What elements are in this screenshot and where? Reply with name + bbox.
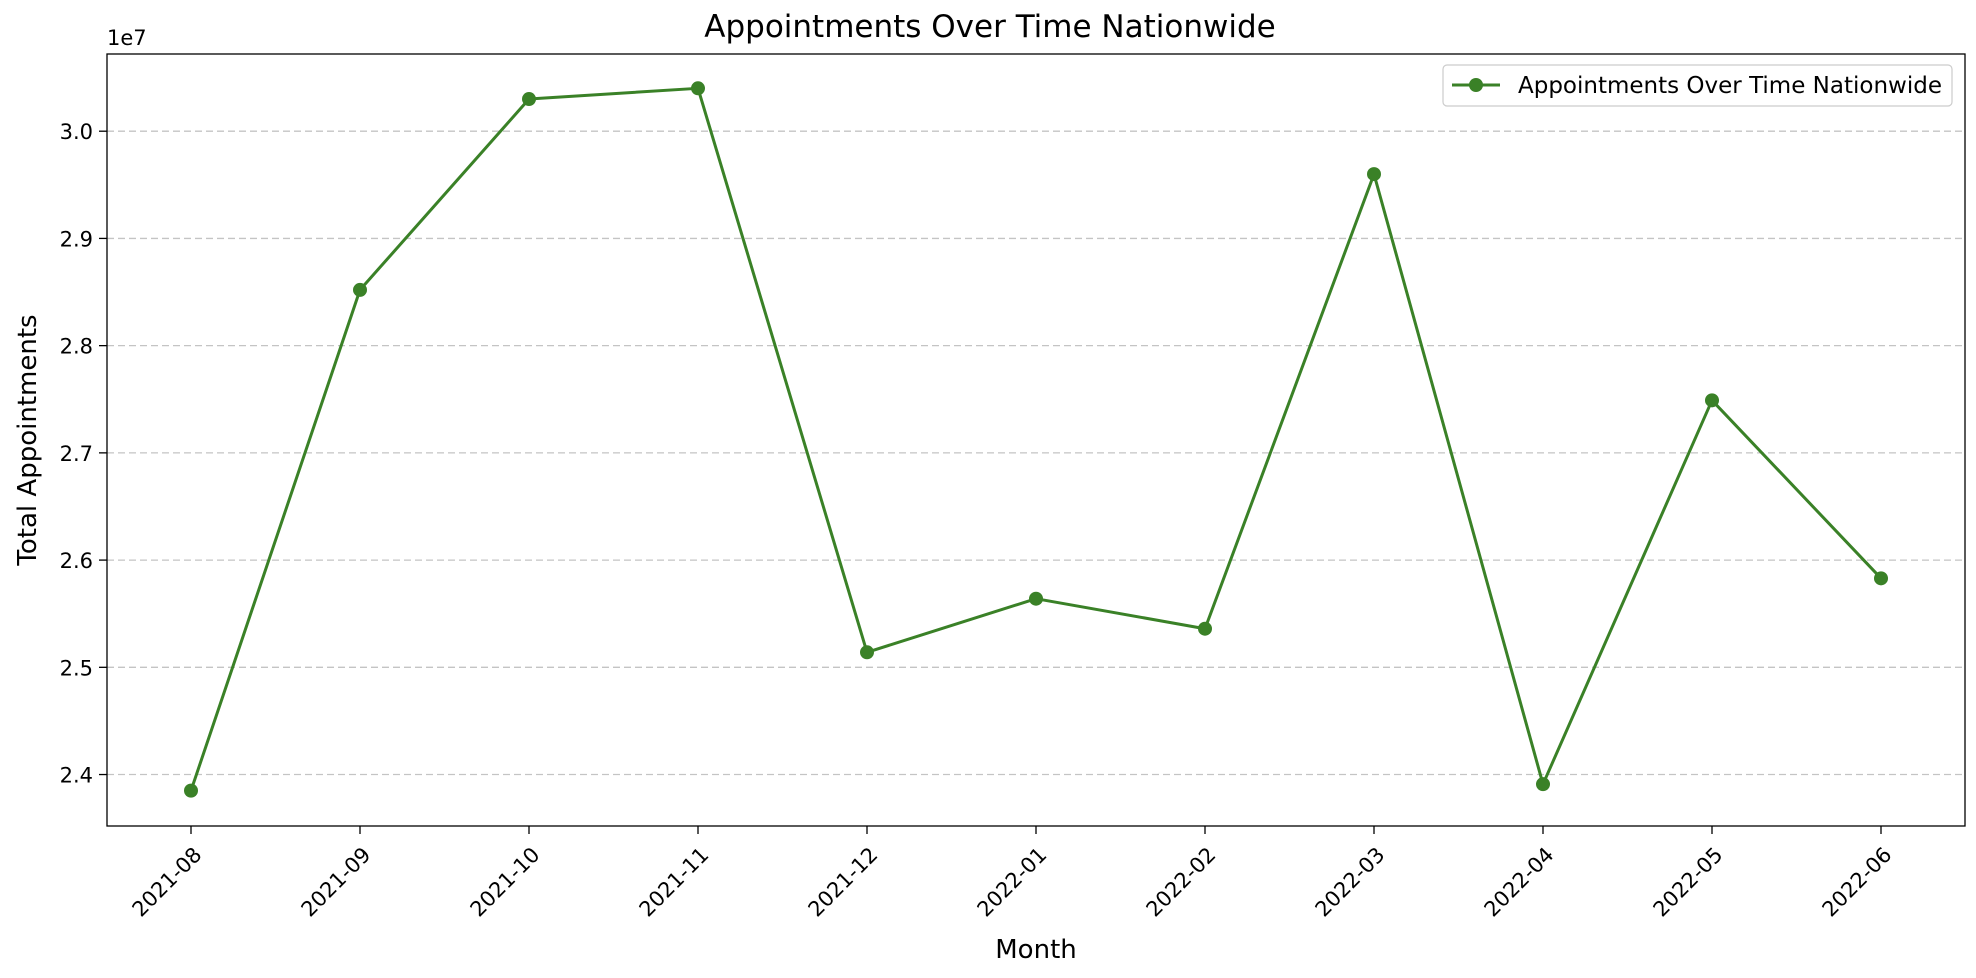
data-point: [1198, 621, 1212, 636]
data-point: [1029, 591, 1043, 606]
data-point: [522, 92, 536, 107]
data-point: [184, 783, 198, 798]
y-tick-label: 2.4: [60, 764, 93, 788]
y-tick-label: 2.8: [60, 335, 93, 359]
chart-title: Appointments Over Time Nationwide: [704, 9, 1275, 45]
data-point: [1705, 393, 1719, 408]
grid-lines: [107, 130, 1965, 776]
y-tick-label: 3.0: [60, 120, 93, 144]
x-tick-label: 2021-08: [128, 843, 207, 922]
y-tick-label: 2.6: [60, 549, 93, 573]
data-point: [691, 81, 705, 96]
x-tick-label: 2021-12: [804, 843, 883, 922]
x-tick-label: 2022-06: [1818, 843, 1897, 922]
data-point: [860, 645, 874, 660]
x-tick-label: 2022-05: [1649, 843, 1728, 922]
plot-frame: [106, 53, 1966, 827]
legend-box: [1442, 64, 1953, 107]
data-point: [353, 282, 367, 297]
data-point: [1874, 571, 1888, 586]
y-tick-label: 2.9: [60, 227, 93, 251]
data-point: [1536, 777, 1550, 792]
legend-label: Appointments Over Time Nationwide: [1518, 73, 1942, 99]
y-axis-offset-label: 1e7: [107, 26, 147, 50]
y-axis-label: Total Appointments: [13, 314, 43, 566]
x-tick-label: 2022-01: [973, 843, 1052, 922]
x-tick-label: 2022-04: [1480, 843, 1559, 922]
y-tick-label: 2.5: [60, 656, 93, 680]
x-tick-label: 2021-09: [297, 843, 376, 922]
axes: 2.4 2.5 2.6 2.7 2.8 2.9 3.0 2021-08 2021-09 2021-…: [60, 53, 1966, 922]
x-tick-label: 2022-03: [1311, 843, 1390, 922]
data-series: [184, 81, 1888, 798]
x-tick-label: 2022-02: [1142, 843, 1221, 922]
legend: Appointments Over Time Nationwide: [1442, 64, 1953, 107]
series-line: [189, 86, 1883, 792]
legend-point-marker: [1469, 78, 1483, 92]
data-point: [1367, 167, 1381, 182]
x-tick-label: 2021-11: [635, 843, 714, 922]
y-tick-label: 2.7: [60, 442, 93, 466]
x-axis-label: Month: [995, 935, 1077, 965]
x-tick-label: 2021-10: [466, 843, 545, 922]
